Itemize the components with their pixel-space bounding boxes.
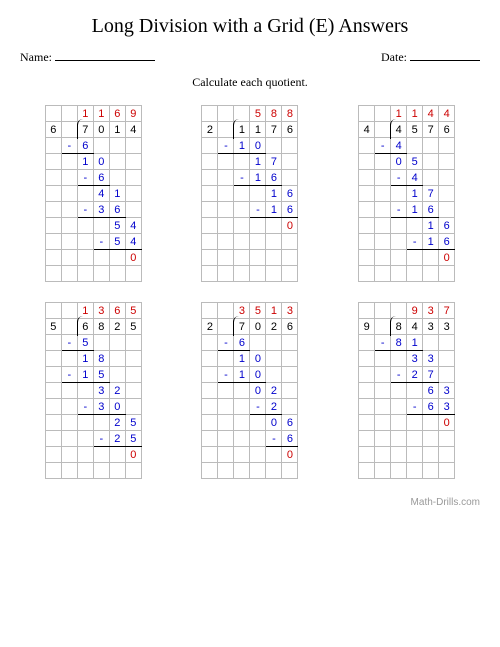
- division-grid: 114444576-405-417-1616-160: [358, 105, 455, 282]
- name-field: Name:: [20, 50, 155, 65]
- division-grid: 351327026-610-1002-206-60: [201, 302, 298, 479]
- footer: Math-Drills.com: [20, 497, 480, 508]
- division-grid: 136556825-518-1532-3025-250: [45, 302, 142, 479]
- date-field: Date:: [381, 50, 480, 65]
- header-row: Name: Date:: [20, 50, 480, 65]
- problems-container: 116967014-610-641-3654-540 58821176-1017-…: [20, 105, 480, 479]
- division-grid: 93798433-8133-2763-630: [358, 302, 455, 479]
- division-grid: 116967014-610-641-3654-540: [45, 105, 142, 282]
- page-title: Long Division with a Grid (E) Answers: [20, 15, 480, 38]
- instruction: Calculate each quotient.: [20, 75, 480, 90]
- division-grid: 58821176-1017-1616-160: [201, 105, 298, 282]
